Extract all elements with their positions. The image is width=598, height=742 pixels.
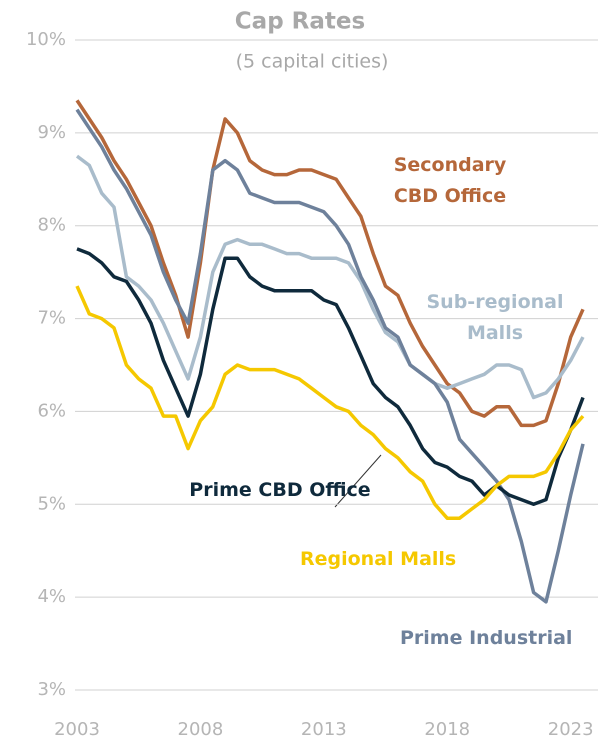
series-line [75,285,585,520]
series-line [75,154,585,400]
x-tick-label: 2008 [178,719,224,740]
y-tick-label: 6% [37,400,66,421]
chart-subtitle: (5 capital cities) [236,51,389,73]
chart-title: Cap Rates [235,9,365,35]
y-tick-label: 8% [37,215,66,236]
y-tick-label: 4% [37,586,66,607]
y-tick-label: 9% [37,122,66,143]
series-line [76,247,585,507]
y-tick-label: 5% [37,493,66,514]
series-label: Prime Industrial [400,627,573,649]
series-label: Prime CBD Office [189,479,371,501]
x-tick-label: 2018 [424,719,470,740]
x-tick-label: 2003 [54,719,100,740]
annotation-pointer [334,454,382,508]
x-tick-label: 2013 [301,719,347,740]
series-label: Sub-regional Malls [426,291,564,344]
series-label: Secondary CBD Office [393,154,507,207]
y-tick-label: 10% [26,29,66,50]
y-tick-label: 3% [37,679,66,700]
x-tick-label: 2023 [548,719,594,740]
series-label: Regional Malls [300,548,457,570]
series-line [75,99,585,428]
y-tick-label: 7% [37,308,66,329]
